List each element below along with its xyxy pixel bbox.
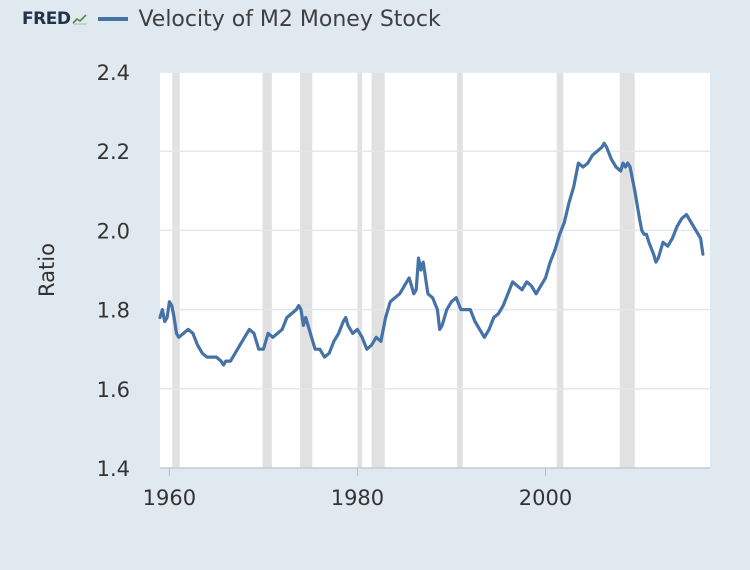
x-tick-label: 1980 xyxy=(331,486,384,510)
series-line[interactable] xyxy=(158,141,705,367)
recession-band xyxy=(172,72,180,468)
y-tick-label: 1.4 xyxy=(97,457,130,481)
y-tick-label: 2.4 xyxy=(97,61,130,85)
plot-area xyxy=(160,72,710,468)
x-tick-label: 1960 xyxy=(143,486,196,510)
chart-header: FRED Velocity of M2 Money Stock xyxy=(22,4,441,34)
y-tick-label: 1.6 xyxy=(97,378,130,402)
recession-band xyxy=(457,72,463,468)
recession-band xyxy=(300,72,313,468)
recession-band xyxy=(357,72,363,468)
recession-band xyxy=(262,72,272,468)
fred-logo[interactable]: FRED xyxy=(22,9,71,29)
y-axis-label: Ratio xyxy=(35,243,59,297)
fred-chart-icon xyxy=(72,14,88,25)
y-tick-label: 2.0 xyxy=(97,219,130,243)
y-tick-label: 2.2 xyxy=(97,140,130,164)
recession-band xyxy=(556,72,564,468)
recession-band xyxy=(371,72,385,468)
x-tick-label: 2000 xyxy=(519,486,572,510)
y-tick-label: 1.8 xyxy=(97,299,130,323)
legend-swatch xyxy=(98,17,129,21)
recession-band xyxy=(619,72,635,468)
legend-series-label[interactable]: Velocity of M2 Money Stock xyxy=(138,6,441,32)
